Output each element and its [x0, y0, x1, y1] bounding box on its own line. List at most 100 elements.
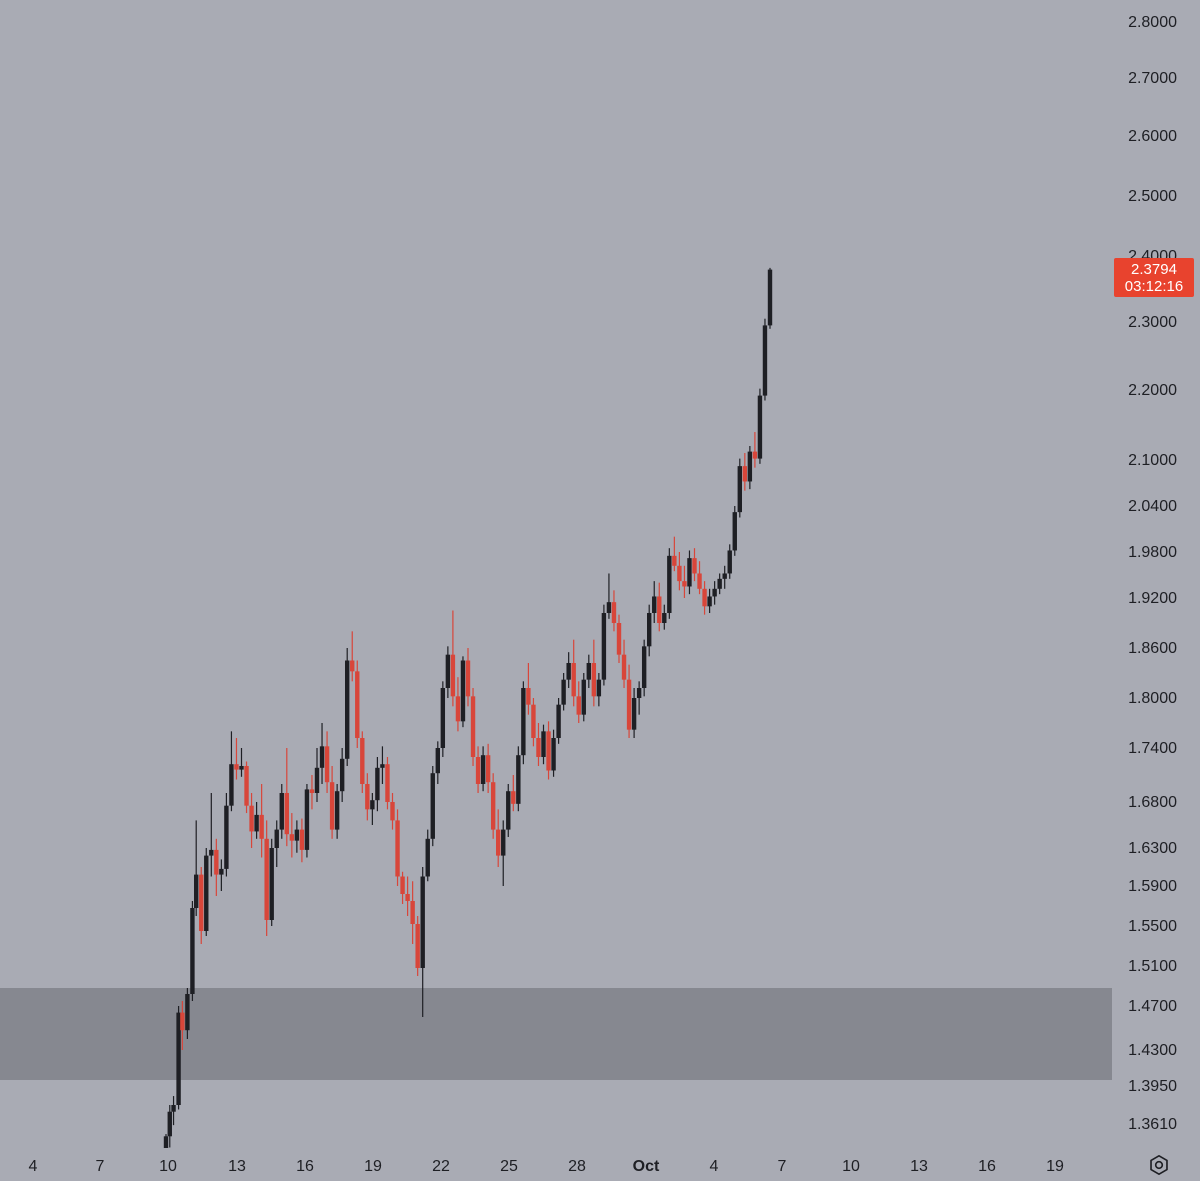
candle-body	[556, 704, 561, 738]
price-tick-label: 2.3000	[1128, 314, 1177, 331]
time-tick-label: 13	[228, 1158, 246, 1175]
price-tick-label: 2.0400	[1128, 498, 1177, 515]
price-axis[interactable]: 2.80002.70002.60002.50002.40002.30002.20…	[1128, 14, 1177, 1133]
candle-body	[314, 767, 320, 793]
price-tick-label: 1.3950	[1128, 1078, 1177, 1095]
last-price-label: 2.3794	[1131, 260, 1177, 278]
candle-body	[717, 578, 722, 589]
price-tick-label: 1.5100	[1128, 958, 1177, 975]
candle-body	[546, 731, 551, 771]
candle-body	[571, 663, 576, 697]
time-tick-label: Oct	[633, 1158, 660, 1175]
candle-body	[662, 613, 667, 623]
candle-body	[616, 623, 622, 655]
candle-body	[460, 660, 466, 722]
candle-body	[345, 660, 350, 759]
last-price-badge: 2.3794 03:12:16	[1114, 258, 1194, 297]
time-tick-label: 16	[978, 1158, 996, 1175]
time-tick-label: 13	[910, 1158, 928, 1175]
candle-body	[234, 764, 239, 770]
candle-body	[692, 558, 697, 574]
candle-body	[490, 782, 496, 830]
candle-body	[677, 565, 682, 582]
candle-body	[551, 738, 556, 771]
time-axis[interactable]: 4 7 10 13 16 19 22 25 28 Oct 4 7 10 13 16 19	[29, 1158, 1064, 1175]
price-tick-label: 1.6300	[1128, 840, 1177, 857]
candle-body	[727, 550, 732, 574]
price-tick-label: 1.7400	[1128, 740, 1177, 757]
price-tick-label: 1.6800	[1128, 794, 1177, 811]
time-tick-label: 16	[296, 1158, 314, 1175]
candle-body	[697, 573, 702, 589]
candle-body	[244, 766, 249, 806]
candle-body	[163, 1136, 169, 1148]
candle-body	[455, 696, 461, 722]
gear-icon[interactable]	[1148, 1154, 1170, 1176]
price-tick-label: 2.2000	[1128, 382, 1177, 399]
candle-body	[370, 800, 375, 810]
candle-body	[375, 767, 380, 801]
candle-body	[501, 829, 506, 856]
time-tick-label: 22	[432, 1158, 450, 1175]
candles	[163, 267, 773, 1148]
price-tick-label: 2.6000	[1128, 128, 1177, 145]
time-tick-label: 7	[96, 1158, 105, 1175]
candle-body	[576, 696, 581, 715]
candle-body	[390, 802, 395, 821]
candle-body	[204, 855, 209, 931]
candle-body	[566, 663, 571, 680]
price-tick-label: 1.5500	[1128, 918, 1177, 935]
candle-body	[360, 738, 365, 784]
candle-body	[229, 764, 234, 806]
candle-body	[475, 757, 481, 784]
price-tick-label: 1.8600	[1128, 640, 1177, 657]
candle-body	[400, 876, 405, 894]
candle-body	[254, 814, 259, 832]
time-tick-label: 19	[1046, 1158, 1064, 1175]
candle-body	[264, 838, 269, 920]
candle-body	[249, 805, 254, 832]
candle-body	[289, 834, 295, 841]
candle-body	[485, 755, 491, 783]
candle-body	[702, 588, 707, 607]
candle-body	[339, 758, 345, 792]
candle-body	[214, 849, 219, 875]
candle-body	[626, 679, 632, 730]
candle-body	[410, 901, 415, 924]
candle-body	[365, 784, 370, 810]
candle-body	[747, 451, 753, 482]
candle-body	[561, 679, 566, 705]
candle-body	[521, 688, 526, 756]
candle-body	[259, 814, 264, 839]
candle-body	[752, 451, 758, 459]
candle-body	[641, 646, 647, 688]
candle-body	[470, 696, 476, 757]
candle-body	[737, 466, 742, 513]
candle-body	[299, 829, 305, 850]
candle-body	[380, 764, 385, 768]
candle-body	[405, 894, 410, 901]
candle-body	[606, 602, 612, 613]
candle-body	[294, 829, 300, 841]
candle-body	[284, 793, 289, 835]
candle-body	[224, 805, 229, 869]
candle-body	[511, 791, 516, 804]
candle-body	[269, 848, 274, 920]
candle-body	[309, 789, 315, 793]
price-tick-label: 1.4700	[1128, 998, 1177, 1015]
candle-body	[440, 688, 446, 748]
candle-body	[465, 660, 471, 697]
candle-body	[329, 782, 335, 830]
price-tick-label: 1.8000	[1128, 690, 1177, 707]
candle-body	[652, 596, 657, 613]
candle-body	[420, 876, 425, 968]
candle-body	[647, 613, 652, 647]
candle-body	[591, 663, 597, 697]
candle-body	[667, 555, 672, 613]
candle-body	[586, 663, 591, 680]
time-tick-label: 4	[29, 1158, 38, 1175]
candle-body	[767, 269, 773, 326]
time-tick-label: 4	[710, 1158, 719, 1175]
